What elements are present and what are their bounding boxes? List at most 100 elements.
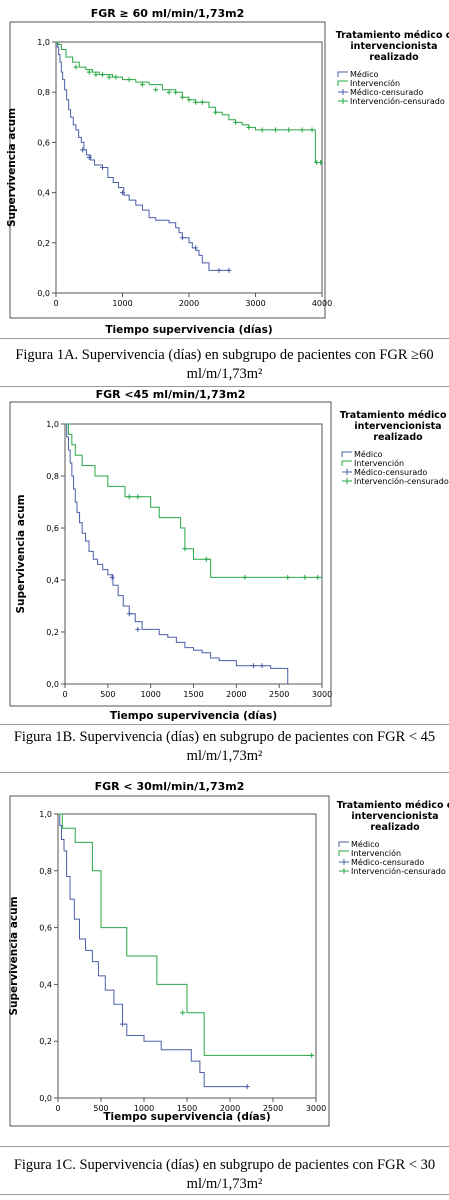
intervencion-censor-mark (272, 127, 278, 133)
x-tick-label: 500 (93, 1104, 108, 1113)
y-tick-label: 0,6 (39, 924, 52, 933)
legend-title: Tratamiento médico o (337, 800, 449, 811)
medico-censor-mark (250, 663, 256, 669)
y-tick-label: 0,0 (39, 1094, 52, 1103)
figure-caption: Figura 1C. Supervivencia (días) en subgr… (13, 1157, 436, 1192)
intervencion-censor-mark (186, 97, 192, 103)
legend-item-label: Médico-censurado (354, 467, 427, 477)
legend-item-label: Intervención (354, 458, 404, 468)
intervencion-censor-mark (166, 89, 172, 95)
y-tick-label: 0,8 (37, 88, 50, 97)
km-chart-c: FGR < 30ml/min/1,73m2 0,0 0,2 0,4 0,6 0,8 1,0 0… (8, 780, 449, 1127)
intervencion-survival-line (56, 41, 322, 163)
medico-censor-mark (126, 611, 132, 617)
figure-caption: Figura 1A. Supervivencia (días) en subgr… (15, 347, 434, 382)
x-tick-label: 1500 (183, 690, 203, 699)
plot-area (55, 41, 323, 294)
intervencion-censor-mark (213, 109, 219, 115)
intervencion-survival-line (58, 813, 312, 1056)
legend-item-label: Médico (354, 449, 383, 459)
medico-survival-line (65, 423, 289, 684)
y-axis-label: Supervivencia acum (6, 108, 18, 227)
medico-censor-mark (193, 245, 199, 251)
y-tick-label: 0,8 (39, 867, 52, 876)
legend-item-label: Intervención-censurado (354, 476, 449, 486)
intervencion-censor-mark (309, 127, 315, 133)
chart-title: FGR ≥ 60 ml/min/1,73m2 (91, 7, 245, 20)
y-tick-label: 0,8 (46, 472, 59, 481)
legend-intervencion-swatch (337, 80, 348, 86)
intervencion-censor-mark (182, 546, 188, 552)
y-tick-label: 0,6 (37, 138, 50, 147)
x-axis-label: Tiempo supervivencia (días) (110, 710, 277, 722)
intervencion-censor-mark (299, 127, 305, 133)
chart-frame (9, 795, 330, 1127)
y-axis-label: Supervivencia acum (8, 896, 20, 1015)
x-tick-label: 4000 (312, 299, 332, 308)
legend-intervencion-censored-swatch (339, 868, 349, 874)
legend-medico-censored-swatch (339, 859, 349, 865)
intervencion-censor-mark (86, 69, 92, 75)
legend-item-label: Médico (351, 839, 380, 849)
medico-censor-mark (244, 1084, 250, 1090)
chart-title: FGR <45 ml/min/1,73m2 (96, 388, 246, 401)
chart-frame (9, 401, 332, 707)
y-tick-label: 0,4 (39, 980, 52, 989)
intervencion-censor-mark (318, 159, 324, 165)
y-tick-label: 0,6 (46, 524, 59, 533)
intervencion-censor-mark (113, 74, 119, 80)
x-tick-label: 2500 (263, 1104, 283, 1113)
medico-survival-line (56, 41, 229, 271)
y-tick-label: 1,0 (37, 38, 50, 47)
legend-title: realizado (373, 432, 423, 443)
figure-panel-b: FGR <45 ml/min/1,73m2 0,0 0,2 0,4 0,6 0,8 1,0 0… (0, 388, 449, 776)
x-axis-label: Tiempo supervivencia (días) (105, 324, 272, 336)
x-tick-label: 3000 (245, 299, 265, 308)
legend-item-label: Intervención-censurado (351, 866, 446, 876)
legend-title: Tratamiento médico o (336, 30, 449, 41)
x-tick-label: 1000 (134, 1104, 154, 1113)
medico-censor-mark (216, 267, 222, 273)
legend-title: intervencionista (350, 41, 437, 52)
intervencion-censor-mark (286, 127, 292, 133)
intervencion-censor-mark (199, 99, 205, 105)
legend-intervencion-censored-swatch (342, 478, 352, 484)
legend-intervencion-censored-swatch (338, 98, 348, 104)
y-tick-label: 0,4 (37, 189, 50, 198)
divider (0, 1146, 449, 1147)
medico-censor-mark (100, 165, 106, 170)
intervencion-censor-mark (106, 74, 112, 80)
legend-title: Tratamiento médico o (340, 410, 449, 421)
medico-censor-mark (120, 190, 125, 196)
divider (0, 386, 449, 387)
divider (0, 724, 449, 725)
medico-censor-mark (259, 663, 265, 669)
intervencion-censor-mark (173, 89, 179, 95)
y-tick-label: 1,0 (39, 810, 52, 819)
divider (0, 1194, 449, 1195)
intervencion-censor-mark (139, 82, 145, 88)
intervencion-censor-mark (242, 574, 248, 580)
medico-survival-line (58, 813, 248, 1088)
medico-censor-mark (86, 154, 92, 160)
x-tick-label: 2000 (220, 1104, 240, 1113)
x-tick-label: 1000 (112, 299, 132, 308)
x-tick-label: 0 (53, 299, 58, 308)
medico-censor-mark (135, 626, 141, 632)
legend-item-label: Médico (350, 69, 379, 79)
x-tick-label: 2500 (269, 690, 289, 699)
legend-item-label: Intervención (350, 78, 400, 88)
legend-item-label: Intervención (351, 848, 401, 858)
x-axis-label: Tiempo supervivencia (días) (103, 1111, 270, 1123)
intervencion-censor-mark (302, 574, 308, 580)
intervencion-censor-mark (153, 87, 159, 93)
chart-title: FGR < 30ml/min/1,73m2 (95, 780, 245, 793)
legend-item-label: Médico-censurado (351, 857, 424, 867)
x-tick-label: 500 (100, 690, 115, 699)
legend-medico-swatch (341, 451, 352, 457)
x-tick-label: 3000 (312, 690, 332, 699)
intervencion-censor-mark (100, 72, 106, 78)
intervencion-censor-mark (135, 494, 141, 500)
legend-medico-swatch (338, 841, 349, 847)
legend-title: intervencionista (354, 421, 441, 432)
